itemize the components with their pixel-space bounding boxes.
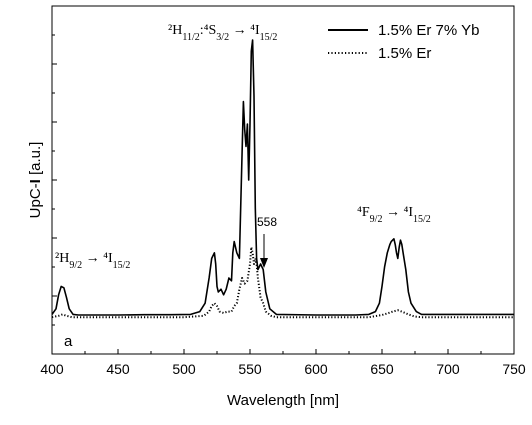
x-tick-label-450: 450 [106,361,130,377]
series-line-2 [51,246,514,319]
y-axis-ticks [52,5,57,355]
legend: 1.5% Er 7% Yb 1.5% Er [328,22,479,62]
x-axis-title: Wavelength [nm] [227,392,339,409]
x-tick-label-700: 700 [436,361,460,377]
legend-label-series-1: 1.5% Er 7% Yb [378,22,479,39]
x-axis-ticks: 400 450 500 550 600 650 700 750 [40,349,526,377]
x-tick-label-750: 750 [502,361,526,377]
annotation-red-transition: ⁴F9/2 → ⁴I15/2 [357,205,431,225]
annotation-blue-transition: ²H9/2 → ⁴I15/2 [55,251,130,271]
panel-label: a [64,333,73,350]
x-tick-label-400: 400 [40,361,64,377]
annotation-green-transition: ²H11/2:⁴S3/2 → ⁴I15/2 [168,23,277,43]
x-tick-label-600: 600 [304,361,328,377]
series-layer [51,39,514,319]
x-tick-label-650: 650 [370,361,394,377]
series-line-1 [51,39,514,316]
annotation-558-label: 558 [257,215,277,229]
x-tick-label-500: 500 [172,361,196,377]
y-axis-title: UpC-I [a.u.] [27,142,44,219]
annotation-558-arrowhead [260,258,268,268]
plot-frame [51,5,515,355]
legend-label-series-2: 1.5% Er [378,45,431,62]
x-tick-label-550: 550 [238,361,262,377]
